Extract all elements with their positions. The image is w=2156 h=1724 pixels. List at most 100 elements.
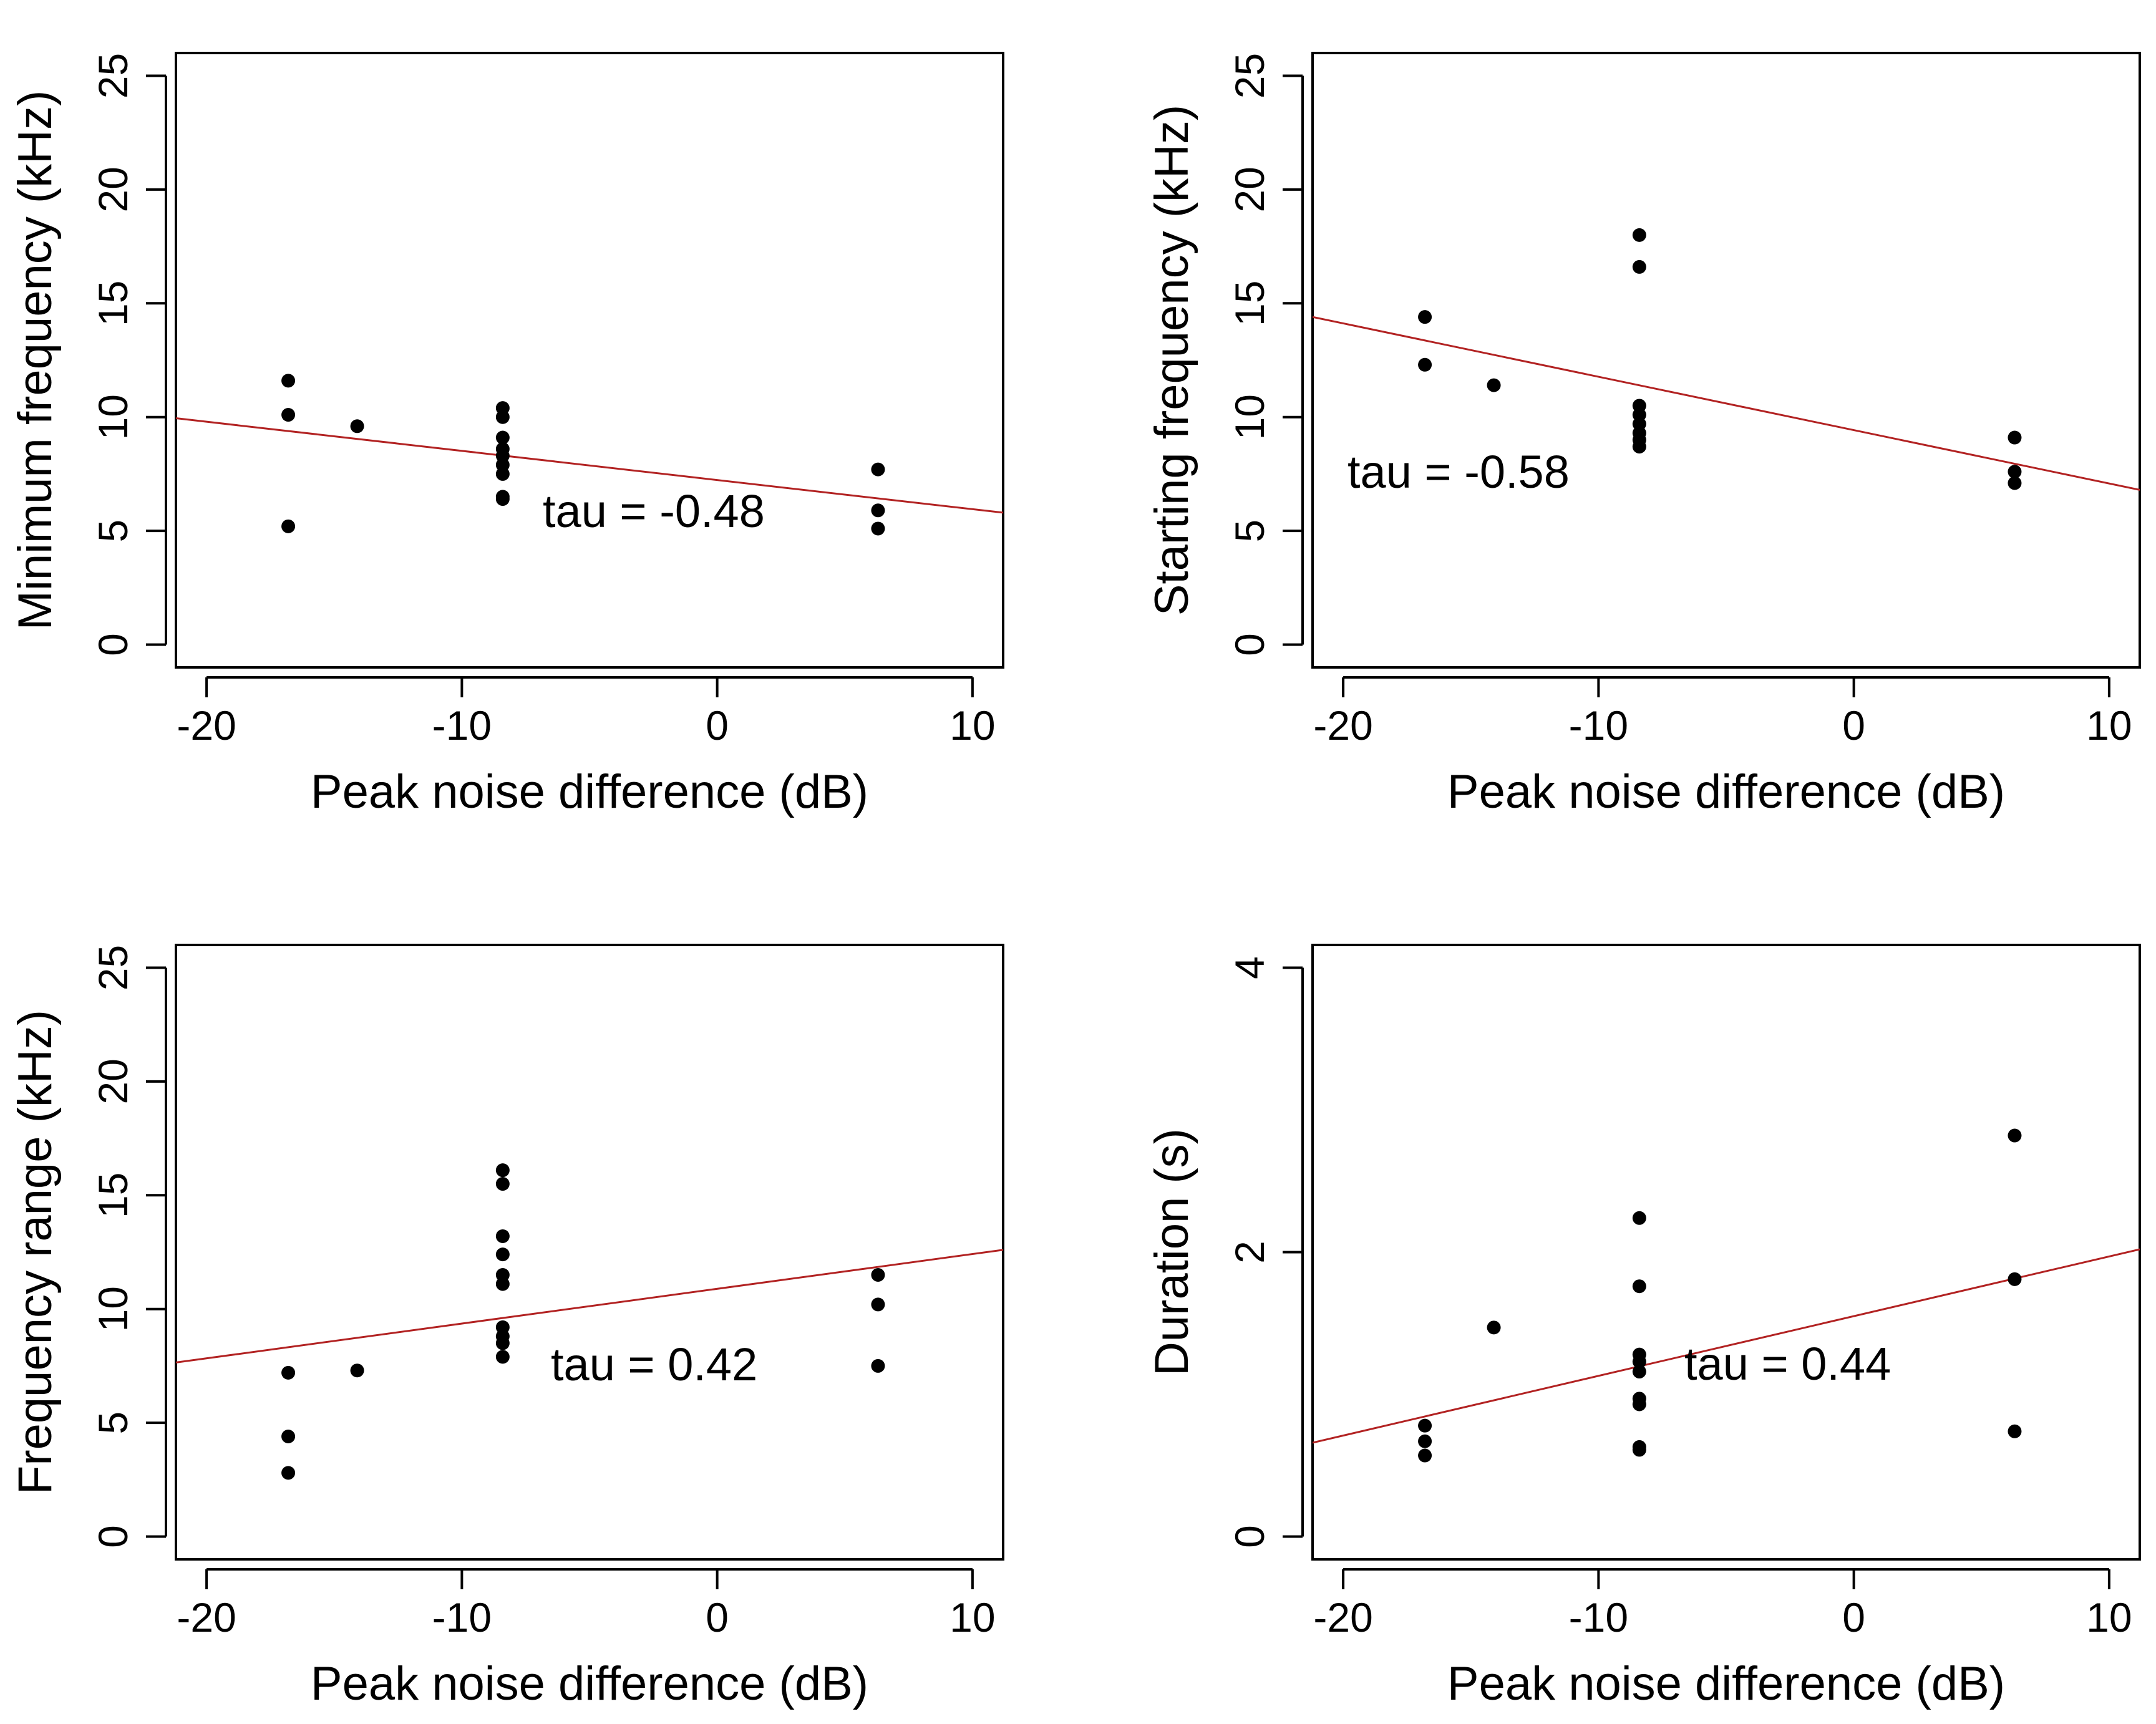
data-point bbox=[2008, 465, 2022, 479]
data-point bbox=[1487, 1320, 1501, 1335]
y-tick-label: 25 bbox=[90, 53, 136, 99]
data-point bbox=[1632, 1279, 1646, 1294]
data-point bbox=[495, 1350, 510, 1364]
x-axis-title: Peak noise difference (dB) bbox=[1447, 1657, 2005, 1710]
y-tick-label: 15 bbox=[90, 281, 136, 326]
x-axis-title: Peak noise difference (dB) bbox=[311, 765, 868, 818]
x-tick-label: 0 bbox=[1842, 702, 1865, 748]
data-point bbox=[281, 1365, 296, 1380]
y-tick-label: 25 bbox=[90, 945, 136, 990]
y-tick-label: 4 bbox=[1226, 956, 1273, 979]
regression-line bbox=[1313, 1248, 2140, 1444]
y-tick-label: 10 bbox=[90, 1286, 136, 1332]
data-point bbox=[1632, 440, 1646, 454]
data-point bbox=[350, 419, 364, 433]
y-tick-label: 0 bbox=[90, 1525, 136, 1548]
x-tick-label: -20 bbox=[177, 702, 236, 748]
plot-frame bbox=[175, 52, 1004, 669]
data-point bbox=[1632, 259, 1646, 274]
x-tick-label: -10 bbox=[432, 702, 492, 748]
tau-annotation: tau = -0.48 bbox=[543, 485, 765, 537]
data-point bbox=[281, 1466, 296, 1480]
data-point bbox=[871, 462, 885, 477]
x-tick-label: 0 bbox=[706, 1594, 729, 1640]
x-tick-label: -20 bbox=[1313, 1594, 1372, 1640]
data-point bbox=[495, 1277, 510, 1291]
tau-annotation: tau = 0.44 bbox=[1684, 1338, 1891, 1390]
x-tick-label: -10 bbox=[1569, 1594, 1628, 1640]
scatter-panel-top-right: -20 -10 0 10 0 5 10 15 20 25 Peak noise difference… bbox=[1145, 52, 2141, 818]
x-tick-label: -20 bbox=[177, 1594, 236, 1640]
data-point bbox=[1418, 357, 1432, 372]
x-tick-label: 10 bbox=[2086, 702, 2132, 748]
data-point bbox=[1632, 1365, 1646, 1379]
scatter-panel-bottom-left: -20 -10 0 10 0 5 10 15 20 25 Peak noise difference… bbox=[9, 944, 1004, 1710]
y-tick-label: 2 bbox=[1226, 1241, 1273, 1264]
x-tick-label: 10 bbox=[2086, 1594, 2132, 1640]
data-point bbox=[1632, 1443, 1646, 1457]
y-tick-label: 15 bbox=[90, 1173, 136, 1218]
plot-frame bbox=[1311, 944, 2141, 1561]
data-point bbox=[2008, 476, 2022, 490]
x-axis-title: Peak noise difference (dB) bbox=[1447, 765, 2005, 818]
y-axis-title: Starting frequency (kHz) bbox=[1145, 105, 1198, 616]
data-point bbox=[495, 1229, 510, 1243]
data-point bbox=[1632, 1397, 1646, 1412]
data-point bbox=[495, 1247, 510, 1262]
y-tick-label: 5 bbox=[1226, 520, 1273, 543]
data-point bbox=[281, 374, 296, 388]
y-tick-label: 5 bbox=[90, 1412, 136, 1435]
y-tick-label: 20 bbox=[90, 1058, 136, 1104]
y-tick-label: 10 bbox=[90, 394, 136, 440]
x-tick-label: -10 bbox=[1569, 702, 1628, 748]
data-point bbox=[495, 467, 510, 481]
regression-line bbox=[1313, 316, 2140, 491]
data-point bbox=[281, 408, 296, 422]
data-point bbox=[281, 1430, 296, 1443]
x-axis-title: Peak noise difference (dB) bbox=[311, 1657, 868, 1710]
y-tick-label: 0 bbox=[1226, 633, 1273, 656]
y-tick-label: 10 bbox=[1226, 394, 1273, 440]
data-point bbox=[495, 410, 510, 424]
data-point bbox=[871, 503, 885, 518]
data-point bbox=[871, 521, 885, 536]
data-point bbox=[1632, 1211, 1646, 1225]
data-point bbox=[281, 519, 296, 533]
tau-annotation: tau = 0.42 bbox=[551, 1339, 757, 1390]
y-tick-label: 5 bbox=[90, 520, 136, 543]
y-axis-title: Frequency range (kHz) bbox=[9, 1010, 62, 1494]
x-tick-label: -20 bbox=[1313, 702, 1372, 748]
x-tick-label: -10 bbox=[432, 1594, 492, 1640]
data-point bbox=[1632, 228, 1646, 242]
y-tick-label: 25 bbox=[1226, 53, 1273, 99]
x-tick-label: 0 bbox=[1842, 1594, 1865, 1640]
y-tick-label: 0 bbox=[90, 633, 136, 656]
scatter-panel-bottom-right: -20 -10 0 10 0 2 4 Peak noise difference (dB) Du… bbox=[1145, 944, 2141, 1710]
data-point bbox=[2008, 1424, 2022, 1438]
data-point bbox=[1418, 1418, 1432, 1433]
y-axis-title: Duration (s) bbox=[1145, 1128, 1198, 1376]
y-tick-label: 20 bbox=[1226, 167, 1273, 212]
y-tick-label: 20 bbox=[90, 167, 136, 212]
data-point bbox=[1487, 378, 1501, 392]
plot-frame bbox=[175, 944, 1004, 1561]
plot-frame bbox=[1311, 52, 2141, 669]
data-point bbox=[2008, 1272, 2022, 1286]
data-point bbox=[495, 1336, 510, 1350]
data-point bbox=[495, 490, 510, 504]
data-point bbox=[1418, 1448, 1432, 1463]
regression-line bbox=[176, 417, 1003, 514]
data-point bbox=[2008, 430, 2022, 445]
data-point bbox=[871, 1358, 885, 1373]
data-point bbox=[2008, 1128, 2022, 1143]
data-point bbox=[1632, 1355, 1646, 1369]
x-tick-label: 0 bbox=[706, 702, 729, 748]
x-tick-label: 10 bbox=[949, 702, 995, 748]
data-point bbox=[495, 1177, 510, 1191]
y-tick-label: 0 bbox=[1226, 1525, 1273, 1548]
data-point bbox=[1418, 310, 1432, 324]
y-tick-label: 15 bbox=[1226, 281, 1273, 326]
tau-annotation: tau = -0.58 bbox=[1348, 446, 1570, 498]
